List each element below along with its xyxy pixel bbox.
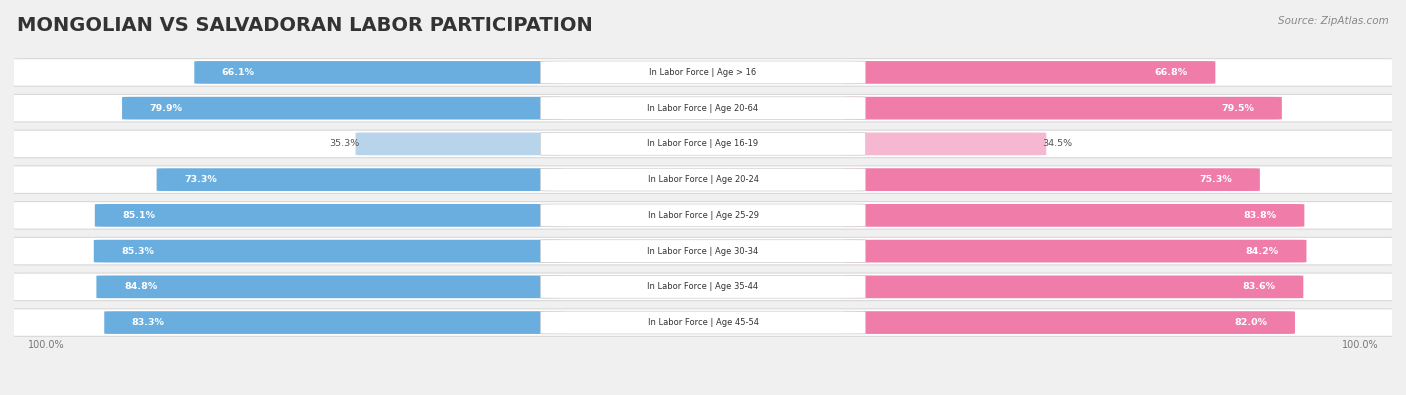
FancyBboxPatch shape: [540, 61, 866, 84]
Text: In Labor Force | Age 35-44: In Labor Force | Age 35-44: [647, 282, 759, 292]
Text: 73.3%: 73.3%: [184, 175, 217, 184]
Text: 75.3%: 75.3%: [1199, 175, 1232, 184]
FancyBboxPatch shape: [540, 311, 866, 334]
FancyBboxPatch shape: [844, 61, 1215, 84]
FancyBboxPatch shape: [0, 166, 1406, 194]
Text: In Labor Force | Age 30-34: In Labor Force | Age 30-34: [647, 246, 759, 256]
Text: 66.8%: 66.8%: [1154, 68, 1188, 77]
Text: 66.1%: 66.1%: [222, 68, 254, 77]
FancyBboxPatch shape: [0, 94, 1406, 122]
FancyBboxPatch shape: [844, 133, 1046, 155]
Text: 79.9%: 79.9%: [149, 103, 183, 113]
FancyBboxPatch shape: [540, 204, 866, 227]
FancyBboxPatch shape: [540, 240, 866, 262]
Text: 83.6%: 83.6%: [1243, 282, 1275, 292]
FancyBboxPatch shape: [844, 97, 1282, 120]
FancyBboxPatch shape: [844, 204, 1305, 227]
Text: 85.1%: 85.1%: [122, 211, 156, 220]
FancyBboxPatch shape: [540, 133, 866, 155]
FancyBboxPatch shape: [844, 240, 1306, 262]
Text: Source: ZipAtlas.com: Source: ZipAtlas.com: [1278, 16, 1389, 26]
Text: In Labor Force | Age 45-54: In Labor Force | Age 45-54: [648, 318, 758, 327]
Text: 85.3%: 85.3%: [121, 246, 155, 256]
Text: 35.3%: 35.3%: [329, 139, 360, 149]
Text: In Labor Force | Age 20-64: In Labor Force | Age 20-64: [647, 103, 759, 113]
FancyBboxPatch shape: [156, 168, 562, 191]
FancyBboxPatch shape: [356, 133, 562, 155]
FancyBboxPatch shape: [0, 273, 1406, 301]
FancyBboxPatch shape: [94, 240, 562, 262]
Text: MONGOLIAN VS SALVADORAN LABOR PARTICIPATION: MONGOLIAN VS SALVADORAN LABOR PARTICIPAT…: [17, 16, 592, 35]
FancyBboxPatch shape: [844, 168, 1260, 191]
FancyBboxPatch shape: [540, 168, 866, 191]
FancyBboxPatch shape: [104, 311, 562, 334]
FancyBboxPatch shape: [0, 58, 1406, 86]
FancyBboxPatch shape: [0, 130, 1406, 158]
Text: 83.8%: 83.8%: [1244, 211, 1277, 220]
Text: In Labor Force | Age 16-19: In Labor Force | Age 16-19: [647, 139, 759, 149]
Text: 84.8%: 84.8%: [124, 282, 157, 292]
FancyBboxPatch shape: [540, 275, 866, 298]
FancyBboxPatch shape: [844, 275, 1303, 298]
Text: 100.0%: 100.0%: [28, 340, 65, 350]
Text: In Labor Force | Age 20-24: In Labor Force | Age 20-24: [648, 175, 758, 184]
FancyBboxPatch shape: [540, 97, 866, 120]
FancyBboxPatch shape: [122, 97, 562, 120]
Text: 83.3%: 83.3%: [132, 318, 165, 327]
Text: In Labor Force | Age 25-29: In Labor Force | Age 25-29: [648, 211, 758, 220]
FancyBboxPatch shape: [94, 204, 562, 227]
FancyBboxPatch shape: [844, 311, 1295, 334]
FancyBboxPatch shape: [0, 309, 1406, 336]
FancyBboxPatch shape: [194, 61, 562, 84]
Text: 82.0%: 82.0%: [1234, 318, 1267, 327]
FancyBboxPatch shape: [0, 201, 1406, 229]
Text: 34.5%: 34.5%: [1042, 139, 1073, 149]
FancyBboxPatch shape: [97, 275, 562, 298]
FancyBboxPatch shape: [0, 237, 1406, 265]
Text: 79.5%: 79.5%: [1222, 103, 1254, 113]
Text: In Labor Force | Age > 16: In Labor Force | Age > 16: [650, 68, 756, 77]
Text: 100.0%: 100.0%: [1341, 340, 1378, 350]
Text: 84.2%: 84.2%: [1246, 246, 1279, 256]
